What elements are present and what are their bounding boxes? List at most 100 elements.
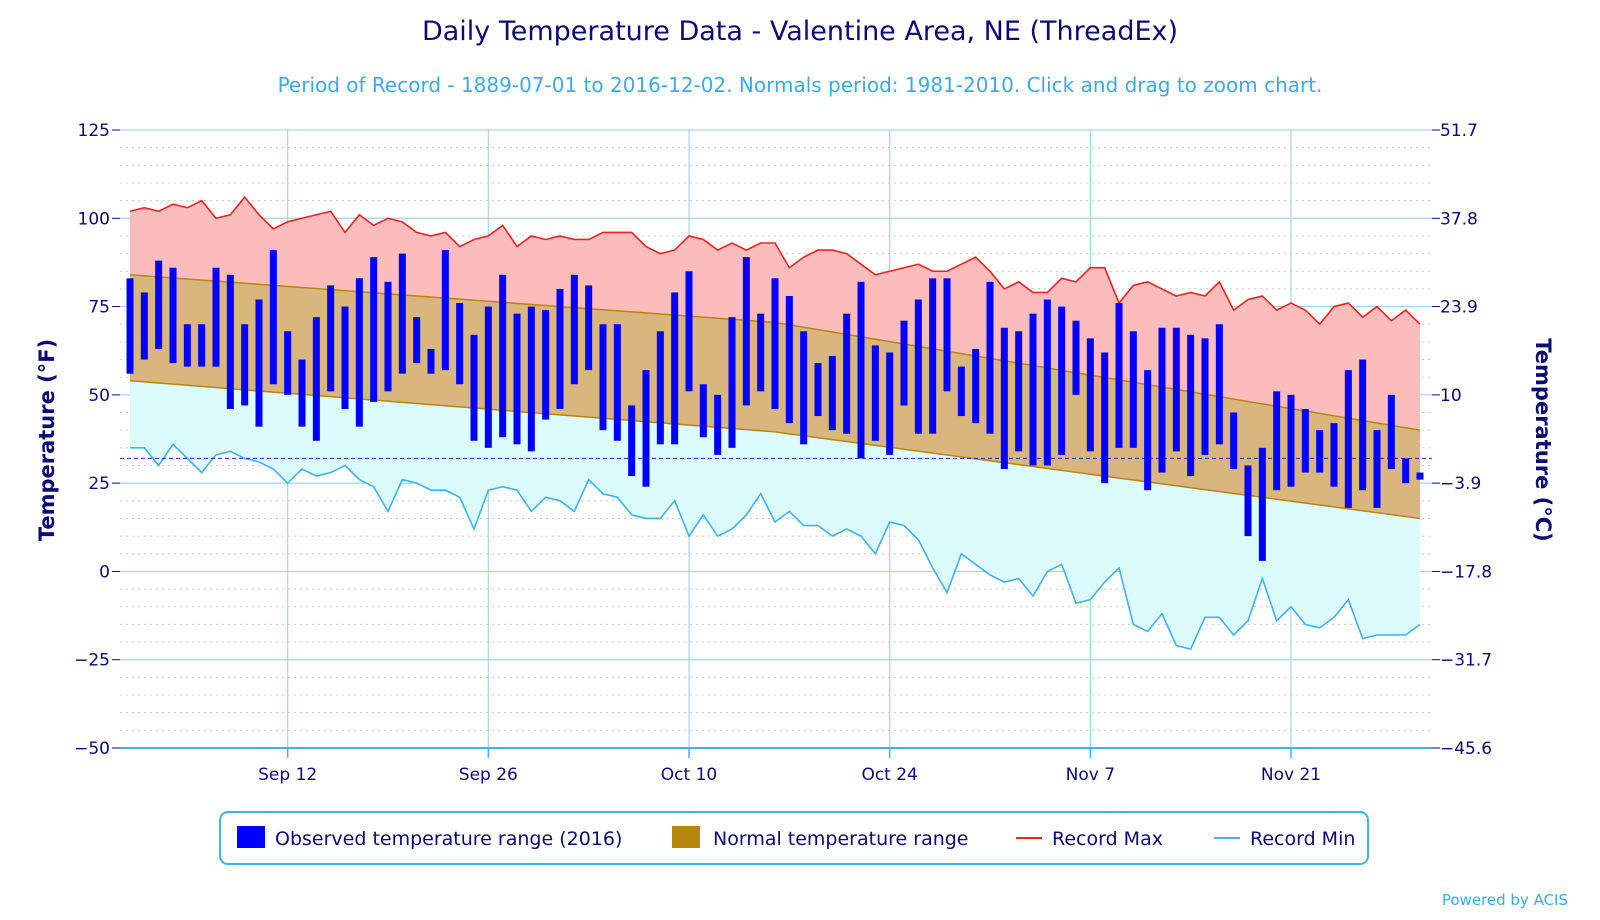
observed-bar — [183, 324, 191, 367]
y-tick-label-right: −3.9 — [1440, 474, 1481, 494]
observed-bar — [212, 267, 220, 367]
observed-bar — [800, 331, 808, 445]
observed-bar — [1373, 430, 1381, 508]
observed-bar — [628, 405, 636, 477]
observed-bar — [226, 274, 234, 409]
legend-box — [219, 811, 1369, 865]
observed-bar — [1172, 327, 1180, 452]
observed-bar — [972, 348, 980, 424]
legend-observed-swatch — [237, 826, 265, 848]
observed-bar — [355, 278, 363, 427]
y-tick-label-left: −25 — [74, 651, 110, 671]
observed-bar — [857, 281, 865, 459]
y-tick-label-right: 37.8 — [1440, 209, 1478, 229]
legend[interactable]: Observed temperature range (2016) Normal… — [219, 811, 1369, 865]
observed-bar — [140, 292, 148, 360]
observed-bar — [699, 384, 707, 438]
observed-bar — [1072, 320, 1080, 395]
observed-bar — [126, 278, 134, 374]
observed-bar — [1273, 391, 1281, 491]
observed-bar — [1230, 412, 1238, 470]
observed-bar — [1029, 313, 1037, 466]
observed-bar — [871, 345, 879, 441]
observed-bar — [742, 257, 750, 406]
x-tick-label: Sep 12 — [258, 765, 317, 785]
observed-bar — [1043, 299, 1051, 466]
plot-area[interactable] — [120, 129, 1432, 749]
observed-bar — [570, 274, 578, 385]
observed-bar — [1129, 331, 1137, 448]
observed-bar — [470, 334, 478, 441]
axis-ticks: 125 51.7 100 37.8 75 23.9 50 10 25 −3.9 0 −17.8 −25 −… — [74, 121, 1492, 785]
chart-subtitle: Period of Record - 1889-07-01 to 2016-12… — [278, 73, 1323, 97]
observed-bar — [1158, 327, 1166, 473]
observed-bar — [169, 267, 177, 364]
observed-bar — [556, 288, 564, 409]
observed-bar — [413, 317, 421, 364]
x-tick-label: Sep 26 — [459, 765, 518, 785]
observed-bar — [599, 324, 607, 431]
observed-bar — [914, 299, 922, 434]
legend-normal-label[interactable]: Normal temperature range — [713, 828, 969, 850]
observed-bar — [771, 278, 779, 409]
observed-bar — [585, 285, 593, 371]
y-tick-label-right: 10 — [1440, 386, 1462, 406]
x-tick-label: Nov 7 — [1066, 765, 1115, 785]
observed-bar — [828, 356, 836, 431]
y-tick-label-right: −31.7 — [1440, 651, 1492, 671]
y-tick-label-left: 100 — [78, 209, 110, 229]
observed-bar — [1115, 303, 1123, 448]
observed-bar — [1215, 324, 1223, 445]
observed-bar — [671, 292, 679, 445]
observed-bar — [685, 271, 693, 392]
observed-bar — [900, 320, 908, 406]
observed-bar — [155, 260, 163, 349]
y-tick-label-left: 0 — [99, 562, 110, 582]
observed-bar — [269, 250, 277, 385]
observed-bar — [1344, 370, 1352, 508]
y-axis-title-left: Temperature (°F) — [35, 339, 59, 541]
y-tick-label-right: −45.6 — [1440, 739, 1492, 759]
y-tick-label-right: −17.8 — [1440, 562, 1492, 582]
chart-title: Daily Temperature Data - Valentine Area,… — [422, 16, 1178, 47]
observed-bar — [527, 306, 535, 452]
observed-bar — [656, 331, 664, 445]
observed-bar — [1330, 423, 1338, 487]
observed-bar — [398, 253, 406, 374]
legend-normal-swatch — [672, 826, 700, 848]
y-tick-label-left: 125 — [78, 121, 110, 141]
powered-by-credit[interactable]: Powered by ACIS — [1442, 891, 1568, 909]
observed-bar — [1301, 408, 1309, 473]
observed-bar — [484, 306, 492, 448]
record-min-area — [130, 380, 1420, 650]
observed-bar — [785, 295, 793, 424]
legend-record-max-label[interactable]: Record Max — [1052, 828, 1163, 850]
observed-bar — [1000, 327, 1008, 470]
observed-bar — [542, 310, 550, 420]
observed-bar — [1144, 370, 1152, 491]
y-tick-label-left: −50 — [74, 739, 110, 759]
observed-bar — [1387, 394, 1395, 470]
x-tick-label: Nov 21 — [1261, 765, 1321, 785]
observed-bar — [1187, 334, 1195, 477]
y-tick-label-right: 23.9 — [1440, 298, 1478, 318]
observed-bar — [499, 274, 507, 438]
y-tick-label-left: 50 — [88, 386, 110, 406]
observed-bar — [312, 317, 320, 441]
x-tick-label: Oct 24 — [861, 765, 917, 785]
observed-bar — [513, 313, 521, 445]
observed-bar — [284, 331, 292, 395]
y-tick-label-right: 51.7 — [1440, 121, 1478, 141]
observed-bar — [1244, 465, 1252, 537]
observed-bar — [255, 299, 263, 427]
observed-bar — [427, 348, 435, 374]
observed-bar — [241, 324, 249, 406]
y-tick-label-left: 75 — [88, 298, 110, 318]
observed-bar — [986, 281, 994, 434]
observed-bar — [1416, 472, 1424, 480]
observed-bar — [957, 366, 965, 417]
legend-record-min-label[interactable]: Record Min — [1250, 828, 1355, 850]
legend-observed-label[interactable]: Observed temperature range (2016) — [275, 828, 622, 850]
observed-bar — [1201, 338, 1209, 455]
